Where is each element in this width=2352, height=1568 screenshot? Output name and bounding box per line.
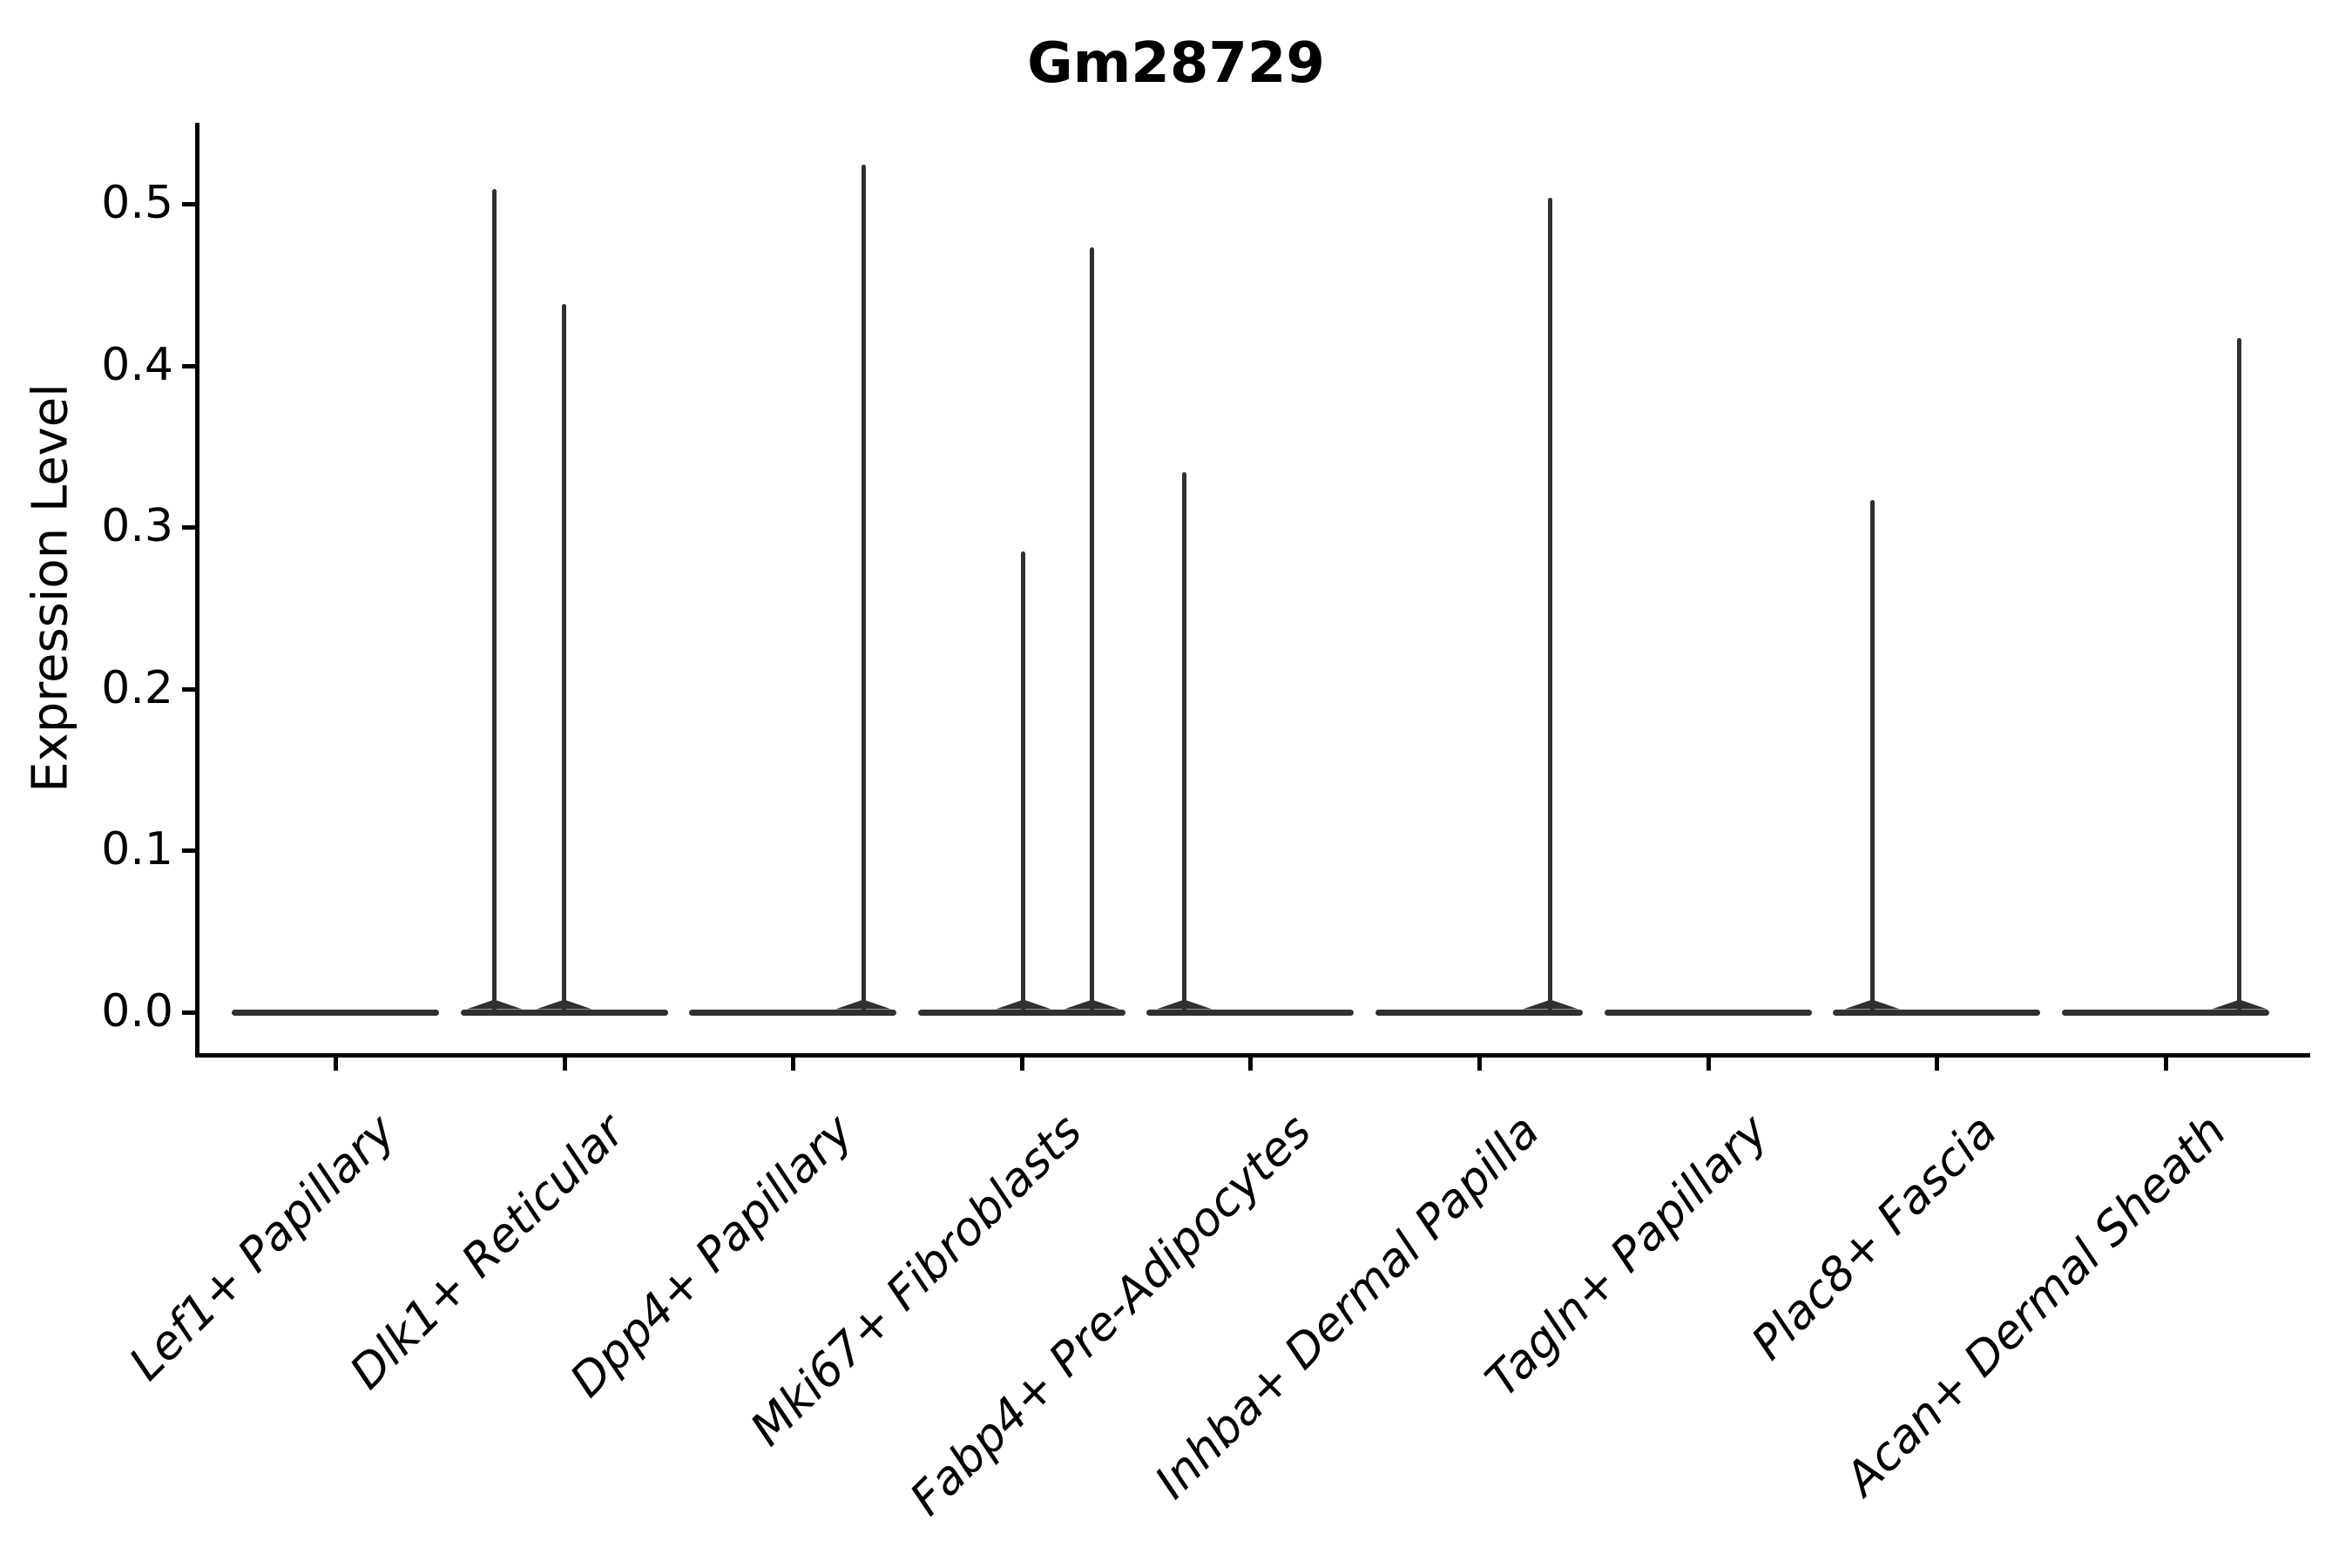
violin-base bbox=[1375, 1009, 1583, 1016]
violin-spike bbox=[1021, 551, 1026, 1010]
x-tick-label-6: Inhba+ Dermal Papilla bbox=[1145, 1105, 1551, 1510]
y-tick-mark bbox=[182, 525, 195, 531]
violin-spike bbox=[861, 165, 866, 1010]
violin-spike bbox=[492, 189, 497, 1010]
y-tick-mark bbox=[182, 848, 195, 854]
x-tick-mark bbox=[1935, 1058, 1940, 1071]
y-tick-mark bbox=[182, 363, 195, 368]
violin-base bbox=[1604, 1009, 1812, 1016]
violin-base bbox=[460, 1009, 668, 1016]
x-tick-mark bbox=[791, 1058, 796, 1071]
y-tick-label: 0.4 bbox=[101, 338, 173, 391]
x-tick-mark bbox=[1706, 1058, 1711, 1071]
violin-base bbox=[1833, 1009, 2041, 1016]
violin-spike bbox=[1182, 472, 1186, 1010]
violin-base bbox=[917, 1009, 1125, 1016]
y-tick-label: 0.5 bbox=[101, 177, 173, 229]
plot-title: Gm28729 bbox=[1027, 31, 1325, 96]
y-tick-label: 0.3 bbox=[101, 500, 173, 553]
y-axis-label: Expression Level bbox=[22, 383, 79, 793]
x-tick-mark bbox=[1019, 1058, 1024, 1071]
violin-spike bbox=[562, 304, 567, 1010]
x-tick-label-8: Plac8+ Fascia bbox=[1741, 1105, 2008, 1370]
y-tick-label: 0.0 bbox=[101, 985, 173, 1037]
x-tick-mark bbox=[562, 1058, 567, 1071]
y-tick-mark bbox=[182, 1010, 195, 1015]
x-tick-mark bbox=[1248, 1058, 1254, 1071]
violin-base bbox=[689, 1009, 897, 1016]
y-tick-label: 0.2 bbox=[101, 661, 173, 714]
violin-base bbox=[1146, 1009, 1355, 1016]
y-axis-spine bbox=[195, 123, 199, 1058]
y-tick-mark bbox=[182, 202, 195, 206]
violin-spike bbox=[1548, 197, 1553, 1010]
x-tick-label-9: Acan+ Dermal Sheath bbox=[1835, 1105, 2236, 1506]
y-tick-label: 0.1 bbox=[101, 823, 173, 876]
violin-base bbox=[232, 1009, 439, 1016]
y-tick-mark bbox=[182, 686, 195, 692]
violin-spike bbox=[1869, 499, 1875, 1010]
x-tick-mark bbox=[2163, 1058, 2168, 1071]
violin-spike bbox=[2237, 338, 2242, 1010]
violin-base bbox=[2061, 1009, 2269, 1016]
x-axis-spine bbox=[195, 1053, 2310, 1058]
x-tick-label-5: Fabp4+ Pre-Adipocytes bbox=[899, 1105, 1321, 1526]
violin-spike bbox=[1090, 247, 1095, 1010]
x-tick-mark bbox=[334, 1058, 338, 1071]
x-tick-mark bbox=[1477, 1058, 1482, 1071]
